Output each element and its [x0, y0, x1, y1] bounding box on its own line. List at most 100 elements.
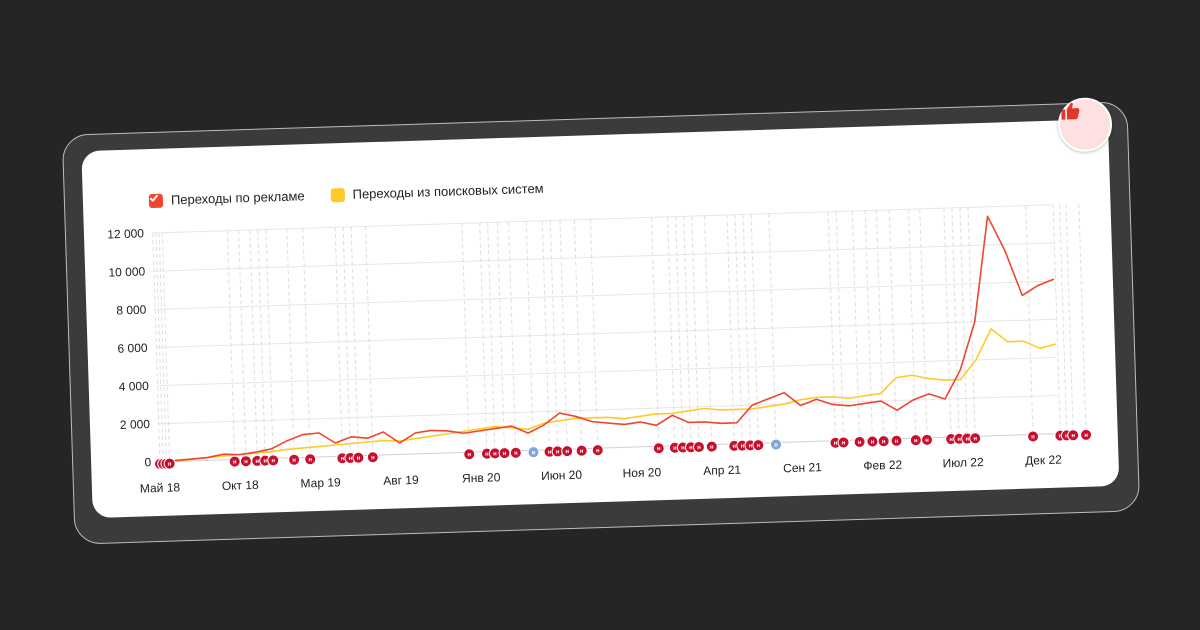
- event-marker-dot: [527, 446, 540, 459]
- gridline-x: [943, 208, 952, 438]
- event-marker: н: [163, 457, 176, 470]
- event-marker-label: н: [371, 455, 375, 461]
- checkmark-icon: [149, 194, 159, 202]
- gridline-y: [154, 280, 1054, 310]
- event-marker: н: [890, 434, 903, 447]
- series-line-1: [159, 328, 1057, 463]
- x-tick-label: Апр 21: [703, 463, 742, 478]
- event-marker-label: н: [357, 456, 361, 462]
- gridline-x: [651, 217, 660, 447]
- event-marker-label: н: [882, 439, 886, 445]
- x-tick-label: Май 18: [140, 480, 181, 495]
- event-marker-label: н: [556, 449, 560, 455]
- gridline-x: [967, 207, 976, 437]
- event-marker-label: н: [271, 458, 275, 464]
- event-marker-label: н: [565, 449, 569, 455]
- gridline-x: [851, 211, 861, 440]
- event-marker: н: [498, 447, 511, 460]
- event-marker-label: н: [973, 436, 977, 442]
- gridline-x: [726, 214, 735, 444]
- device-frame: Переходы по рекламе Переходы из поисковы…: [61, 96, 1141, 545]
- event-marker-dot: [509, 446, 522, 459]
- event-marker-label: н: [957, 437, 961, 443]
- event-marker-label: н: [657, 446, 661, 452]
- event-marker-label: н: [596, 448, 600, 454]
- gridline-x: [667, 216, 676, 446]
- gridline-x: [496, 222, 506, 452]
- gridline-x: [589, 219, 599, 449]
- event-marker-label: н: [673, 446, 677, 452]
- event-marker-label: н: [580, 449, 584, 455]
- x-tick-label: Сен 21: [783, 460, 822, 475]
- event-marker-label: н: [1071, 433, 1075, 439]
- legend-checkbox-search[interactable]: [149, 187, 345, 202]
- line-chart: 0 2 000 4 000 6 000 8 000 10 000 12 000 Май 18…: [107, 203, 1093, 496]
- event-marker-label: н: [340, 456, 344, 462]
- event-marker-label: н: [842, 440, 846, 446]
- event-marker-label: н: [1084, 433, 1088, 439]
- gridline-x: [835, 211, 844, 441]
- event-marker: н: [692, 440, 705, 453]
- event-marker: н: [853, 435, 866, 448]
- event-marker-label: н: [740, 444, 744, 450]
- event-marker: н: [752, 439, 765, 452]
- event-marker-label: в: [532, 450, 536, 456]
- gridline-x: [249, 229, 258, 459]
- event-marker: н: [909, 434, 922, 447]
- event-marker: н: [463, 448, 476, 461]
- gridline-y: [151, 204, 1052, 234]
- event-marker-dot: [969, 432, 982, 445]
- event-marker-dot: [366, 451, 379, 464]
- event-marker-dot: [1080, 428, 1093, 441]
- event-marker-dot: [463, 448, 476, 461]
- y-tick-label: 2 000: [120, 417, 151, 432]
- gridline-x: [508, 221, 517, 451]
- gridline-x: [158, 232, 167, 462]
- event-marker-dot: [877, 435, 890, 448]
- event-marker-label: н: [965, 436, 969, 442]
- gridline-x: [919, 208, 928, 438]
- gridline-x: [683, 216, 692, 446]
- x-tick-label: Авг 19: [383, 473, 419, 488]
- gridline-x: [549, 220, 559, 450]
- event-marker-label: н: [308, 457, 312, 463]
- gridline-x: [875, 210, 885, 440]
- event-marker: н: [304, 453, 317, 466]
- gridline-x: [1052, 204, 1061, 434]
- gridline-x: [951, 207, 960, 437]
- event-marker-dot: [853, 435, 866, 448]
- event-marker-dot: [288, 453, 301, 466]
- y-tick-label: 6 000: [117, 341, 148, 356]
- gridline-x: [704, 215, 713, 445]
- event-marker-label: н: [348, 456, 352, 462]
- gridline-x: [1025, 205, 1034, 435]
- gridline-x: [573, 219, 583, 449]
- event-marker-dot: [591, 444, 604, 457]
- event-marker-blue: в: [527, 446, 540, 459]
- event-marker-label: н: [757, 443, 761, 449]
- event-marker-dot: [267, 454, 280, 467]
- event-marker-label: н: [834, 441, 838, 447]
- event-marker-label: н: [710, 445, 714, 451]
- event-marker-label: н: [255, 459, 259, 465]
- event-marker-dot: [1067, 429, 1080, 442]
- x-tick-label: Ноя 20: [622, 465, 661, 480]
- gridline-x: [487, 222, 496, 452]
- event-marker: н: [575, 444, 588, 457]
- gridline-x: [559, 220, 568, 450]
- gridline-x: [226, 230, 236, 460]
- chart-legend: Переходы по рекламе Переходы из поисковы…: [148, 181, 544, 208]
- event-marker: н: [705, 440, 718, 453]
- event-marker: н: [352, 451, 365, 464]
- event-marker: н: [509, 446, 522, 459]
- event-marker-label: н: [732, 444, 736, 450]
- legend-item-search[interactable]: Переходы из поисковых систем: [149, 181, 544, 203]
- event-marker-label: н: [895, 439, 899, 445]
- gridline-x: [1078, 203, 1087, 433]
- thumbs-up-badge[interactable]: [1057, 96, 1113, 153]
- x-tick-label: Янв 20: [462, 470, 501, 485]
- x-tick-label: Июн 20: [541, 468, 583, 483]
- event-marker-label: н: [914, 438, 918, 444]
- event-marker: н: [1027, 430, 1040, 443]
- event-marker-label: н: [1058, 434, 1062, 440]
